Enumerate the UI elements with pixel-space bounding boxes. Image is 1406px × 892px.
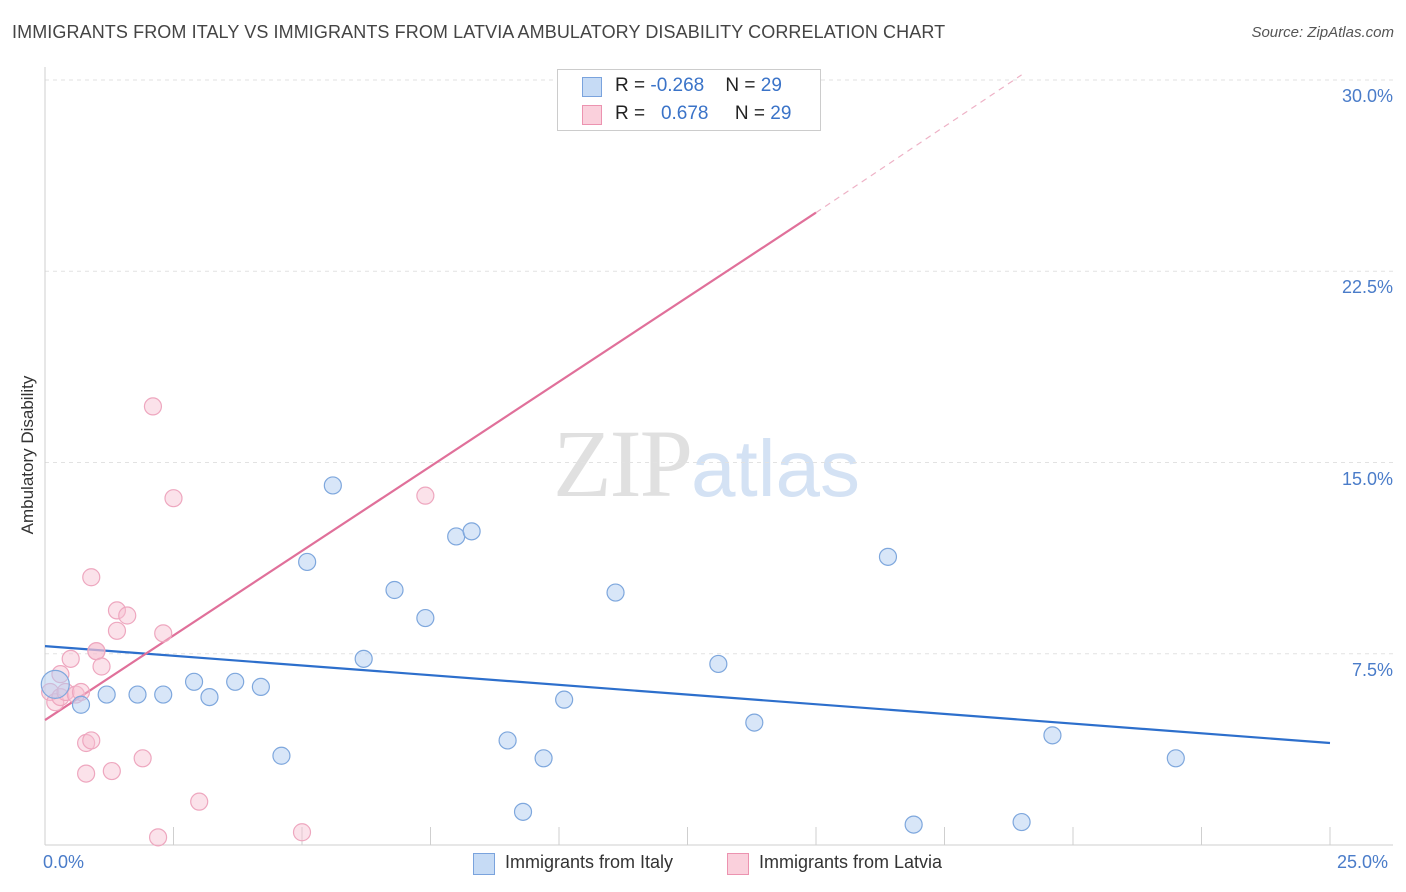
data-points: [40, 111, 1185, 847]
axes: [44, 67, 1393, 846]
series-label-latvia: Immigrants from Latvia: [759, 852, 943, 872]
point-italy: [462, 522, 481, 541]
legend-swatch-latvia: [582, 105, 602, 125]
watermark-atlas: atlas: [691, 424, 860, 513]
legend-italy-n-label: N =: [725, 75, 761, 96]
point-italy: [1012, 812, 1031, 832]
point-latvia: [82, 731, 101, 750]
legend-swatch-italy: [582, 77, 602, 97]
point-latvia: [92, 657, 111, 676]
y-tick-label: 22.5%: [1341, 277, 1393, 298]
trend-line-latvia-extension: [815, 74, 1022, 214]
point-latvia: [292, 823, 312, 842]
point-italy: [878, 547, 898, 566]
legend-latvia-n-label: N =: [734, 103, 771, 124]
zipatlas-watermark: ZIPatlas: [553, 408, 860, 519]
point-italy: [298, 552, 317, 572]
point-latvia: [143, 397, 163, 416]
point-italy: [97, 685, 116, 704]
series-label-italy: Immigrants from Italy: [505, 852, 674, 872]
point-italy: [154, 685, 173, 704]
point-italy: [1043, 726, 1062, 745]
point-latvia: [61, 649, 80, 668]
point-latvia: [416, 486, 435, 505]
point-latvia: [118, 606, 137, 625]
x-tick-label-max: 25.0%: [1337, 852, 1389, 872]
point-italy: [200, 687, 219, 707]
point-italy: [904, 815, 923, 834]
grid-lines: [45, 79, 1393, 655]
legend-italy-r-label: R =: [615, 75, 651, 96]
y-axis-label: Ambulatory Disability: [18, 375, 37, 535]
series-swatch-latvia: [727, 853, 749, 875]
point-italy: [385, 580, 404, 600]
point-latvia: [107, 601, 127, 620]
point-latvia: [164, 489, 183, 508]
point-italy: [534, 749, 553, 768]
point-italy: [1166, 749, 1185, 768]
y-tick-label: 15.0%: [1341, 468, 1393, 489]
legend-latvia-r-value: 0.678: [660, 103, 709, 124]
point-latvia: [87, 642, 106, 661]
point-italy: [40, 669, 70, 699]
point-latvia: [148, 828, 168, 847]
trend-line-latvia: [44, 211, 817, 721]
point-latvia: [154, 624, 173, 643]
trend-line-italy: [44, 645, 1331, 745]
y-tick-label: 7.5%: [1351, 659, 1393, 680]
point-latvia: [82, 568, 101, 587]
point-italy: [416, 608, 435, 628]
point-latvia: [133, 749, 152, 768]
point-italy: [71, 695, 91, 714]
point-italy: [128, 685, 147, 704]
trend-lines: [44, 74, 1331, 745]
watermark-zip: ZIP: [553, 410, 693, 517]
point-italy: [226, 672, 245, 691]
chart-source: Source: ZipAtlas.com: [1251, 24, 1394, 41]
point-italy: [498, 731, 517, 750]
point-latvia: [77, 733, 96, 753]
point-latvia: [190, 792, 209, 811]
y-tick-label: 30.0%: [1341, 86, 1393, 106]
point-italy: [606, 583, 625, 602]
point-italy: [709, 654, 728, 674]
legend-latvia-n-value: 29: [770, 103, 792, 124]
point-latvia: [102, 761, 121, 781]
point-italy: [323, 476, 342, 495]
point-italy: [447, 527, 466, 546]
point-italy: [251, 677, 270, 697]
point-italy: [513, 802, 533, 821]
point-latvia: [107, 621, 127, 640]
point-latvia: [77, 764, 96, 783]
correlation-legend: R = -0.268 N = 29 R = 0.678 N = 29: [557, 69, 821, 131]
point-italy: [272, 746, 291, 765]
point-italy: [184, 672, 204, 691]
point-italy: [354, 649, 373, 668]
point-italy: [745, 713, 764, 732]
legend-italy-r-value: -0.268: [650, 75, 705, 96]
legend-italy-n-value: 29: [760, 75, 782, 96]
x-tick-label-min: 0.0%: [43, 852, 85, 872]
chart-title: IMMIGRANTS FROM ITALY VS IMMIGRANTS FROM…: [12, 22, 946, 42]
legend-latvia-r-label: R =: [615, 103, 651, 124]
series-swatch-italy: [473, 853, 495, 875]
point-italy: [555, 690, 574, 709]
